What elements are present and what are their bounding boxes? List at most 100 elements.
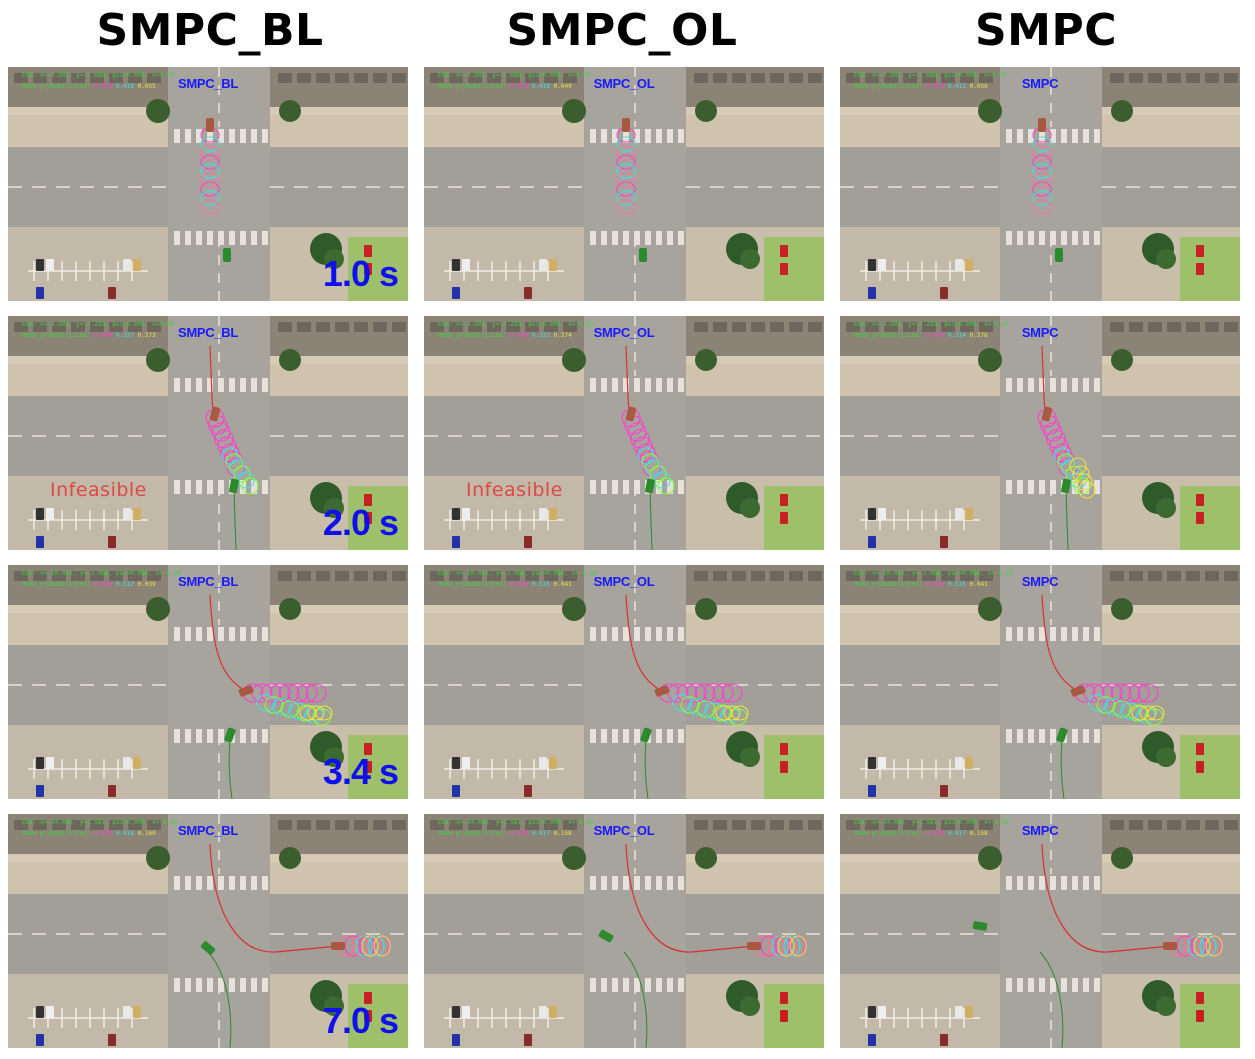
prediction-ring: [616, 199, 636, 215]
prediction-ring: [1096, 696, 1116, 714]
hud-prob-3: 0.056: [969, 83, 988, 90]
hud-mode-label: Mode probabilities:: [438, 830, 507, 837]
time-stamp: 1.0 s: [322, 253, 399, 294]
prediction-ring: [361, 935, 379, 957]
hud-ego-state: EGO: x=-24.680, y=2.581, psi=0.000, v=-0…: [438, 819, 594, 826]
hud-prob-3: 0.158: [969, 830, 988, 837]
prediction-ring: [1057, 453, 1075, 471]
scene-image: [840, 814, 1240, 1048]
hud-mode-probabilities: Mode probabilities: 0.533 0.418 0.049: [438, 83, 572, 90]
prediction-ring: [1032, 154, 1052, 170]
hud-prob-1: 0.410: [926, 332, 945, 339]
hud-ego-state: EGO: x=-10.483, y=-2.988, psi=0.000, v=-…: [438, 570, 597, 577]
panel-method-label: SMPC: [1021, 574, 1059, 589]
hud-prob-1: 0.533: [926, 83, 945, 90]
prediction-ring: [305, 683, 327, 703]
hud-mode-probabilities: Mode probabilities: 0.425 0.417 0.158: [854, 830, 988, 837]
prediction-ring: [1078, 481, 1096, 499]
prediction-ring: [789, 935, 807, 957]
hud-ego-state: EGO: x=-10.483, y=-2.988, psi=0.000, v=-…: [854, 570, 1013, 577]
infeasible-label: Infeasible: [50, 479, 147, 501]
prediction-ring: [269, 683, 291, 703]
sim-panel: EGO: x=-4.605, y=-5.089, psi=0.000, v=9.…: [8, 67, 408, 301]
prediction-ring: [200, 163, 220, 179]
hud-prob-1: 0.449: [94, 581, 113, 588]
ego-vehicle: [1038, 118, 1046, 132]
sim-panel: EGO: x=-4.605, y=-5.089, psi=0.000, v=9.…: [424, 67, 824, 301]
prediction-ring: [304, 706, 324, 724]
scene-image: [8, 814, 408, 1048]
target-vehicle: [229, 478, 239, 494]
prediction-ring: [616, 136, 636, 152]
prediction-ring: [1053, 447, 1071, 465]
target-vehicle-trail: [233, 490, 237, 550]
sim-panel: EGO: x=-24.680, y=2.581, psi=0.000, v=-0…: [424, 814, 824, 1048]
target-vehicle: [645, 478, 655, 494]
prediction-ring: [657, 477, 675, 495]
hud-ego-state: EGO: x=-4.598, y=-3.220, psi=0.000, v=0.…: [22, 321, 174, 328]
scene-image: [424, 565, 824, 799]
target-vehicle: [639, 248, 647, 262]
panel-method-label: SMPC: [1021, 325, 1059, 340]
scene-image: [840, 316, 1240, 550]
prediction-ring: [688, 698, 708, 716]
prediction-ring: [1088, 694, 1108, 712]
ego-vehicle: [654, 685, 670, 697]
prediction-ring: [616, 181, 636, 197]
prediction-ring: [1136, 706, 1156, 724]
prediction-ring: [1199, 935, 1217, 957]
prediction-rings: [621, 408, 675, 495]
prediction-rings: [200, 127, 220, 215]
sim-panel: EGO: x=-10.483, y=-2.988, psi=0.000, v=-…: [840, 565, 1240, 799]
hud-mode-probabilities: Mode probabilities: 0.400 0.327 0.273: [22, 332, 156, 339]
prediction-ring: [774, 935, 792, 957]
target-vehicle: [224, 727, 236, 743]
ego-path: [209, 843, 339, 953]
hud-prob-2: 0.418: [115, 83, 135, 90]
prediction-ring: [287, 683, 309, 703]
prediction-ring: [200, 172, 220, 188]
hud-prob-2: 0.516: [531, 581, 551, 588]
hud-prob-1: 0.533: [510, 83, 529, 90]
prediction-ring: [260, 683, 282, 703]
hud-mode-probabilities: Mode probabilities: 0.405 0.321 0.274: [438, 332, 572, 339]
prediction-ring: [703, 683, 725, 703]
hud-prob-2: 0.327: [115, 332, 135, 339]
scene-image: [424, 67, 824, 301]
hud-prob-2: 0.516: [947, 581, 967, 588]
prediction-ring: [256, 694, 276, 712]
prediction-ring: [307, 705, 325, 721]
hud-mode-probabilities: Mode probabilities: 0.449 0.512 0.039: [22, 581, 156, 588]
panel-method-label: SMPC_OL: [593, 325, 655, 340]
prediction-ring: [777, 935, 795, 957]
prediction-ring: [221, 447, 239, 465]
hud-mode-label: Mode probabilities:: [22, 83, 91, 90]
scene-image: [424, 814, 824, 1048]
ego-vehicle: [625, 406, 637, 422]
prediction-ring: [672, 694, 692, 712]
prediction-rings: [753, 935, 807, 957]
scene-image: [840, 565, 1240, 799]
hud-mode-probabilities: Mode probabilities: 0.533 0.418 0.055: [22, 83, 156, 90]
ego-path: [625, 843, 755, 953]
hud-ego-state: EGO: x=-4.605, y=-5.089, psi=0.000, v=9.…: [438, 72, 590, 79]
hud-mode-probabilities: Mode probabilities: 0.422 0.418 0.160: [22, 830, 156, 837]
hud-mode-probabilities: Mode probabilities: 0.443 0.516 0.041: [854, 581, 988, 588]
prediction-rings: [242, 683, 333, 726]
target-vehicle: [1055, 248, 1063, 262]
hud-mode-probabilities: Mode probabilities: 0.410 0.314 0.276: [854, 332, 988, 339]
hud-ego-state: EGO: x=-4.598, y=-3.220, psi=0.000, v=-0…: [854, 321, 1010, 328]
hud-mode-label: Mode probabilities:: [854, 581, 923, 588]
hud-prob-2: 0.417: [531, 830, 551, 837]
hud-prob-2: 0.418: [115, 830, 135, 837]
hud-ego-state: EGO: x=-4.605, y=-5.089, psi=0.000, v=9.…: [22, 72, 174, 79]
ego-vehicle: [209, 406, 221, 422]
panel-method-label: SMPC_BL: [177, 325, 239, 340]
scene-image: [840, 67, 1240, 301]
hud-prob-1: 0.400: [94, 332, 113, 339]
hud-ego-state: EGO: x=-24.680, y=2.581, psi=0.000, v=-0…: [22, 819, 178, 826]
prediction-ring: [1069, 457, 1087, 475]
column-title-3: SMPC: [974, 5, 1117, 56]
prediction-rings: [616, 127, 636, 215]
target-vehicle-trail: [1060, 739, 1065, 799]
